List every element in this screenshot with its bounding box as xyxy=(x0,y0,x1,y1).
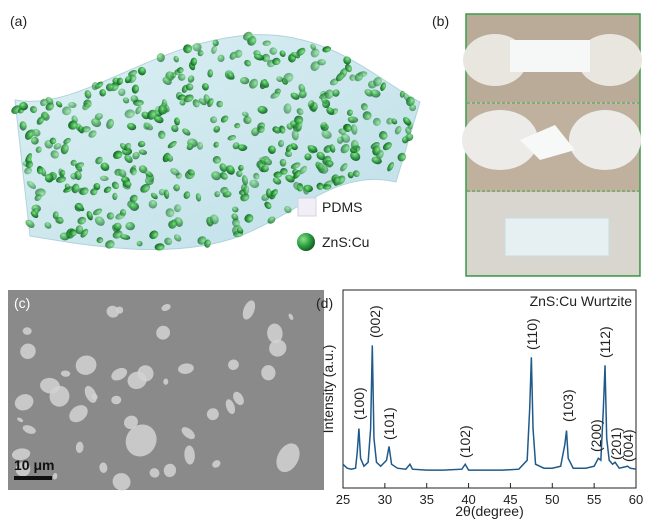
x-axis-label: 2θ(degree) xyxy=(455,503,524,519)
panel-label: (a) xyxy=(10,13,27,29)
peak-label: (002) xyxy=(367,305,383,338)
figure: (a) PDMS ZnS:Cu (b) (c) 10 μm (d) 25 30 35… xyxy=(0,0,646,520)
peak-label: (112) xyxy=(597,326,613,358)
particle-icon xyxy=(297,233,315,251)
x-tick-label: 35 xyxy=(419,492,433,507)
legend-text: ZnS:Cu xyxy=(322,234,369,250)
panel-label: (b) xyxy=(432,13,449,29)
y-axis-label: Intensity (a.u.) xyxy=(320,345,336,434)
peak-label: (101) xyxy=(381,407,397,440)
x-tick-label: 55 xyxy=(587,492,601,507)
x-tick-label: 30 xyxy=(378,492,392,507)
particle xyxy=(213,40,219,47)
peak-label: (103) xyxy=(560,389,576,422)
x-tick-label: 60 xyxy=(629,492,643,507)
x-tick-label: 25 xyxy=(336,492,350,507)
panel-label: (d) xyxy=(316,295,333,311)
legend-text: PDMS xyxy=(322,199,362,215)
panel-label: (c) xyxy=(14,295,30,311)
peak-label: (200) xyxy=(588,419,604,452)
page: {"panels": {"a": "(a)", "b": "(b)", "c":… xyxy=(0,0,646,520)
peak-label: (110) xyxy=(524,318,540,350)
x-tick-label: 50 xyxy=(545,492,559,507)
scale-bar xyxy=(14,476,52,480)
pdms-icon xyxy=(298,198,316,216)
peak-label: (102) xyxy=(457,425,473,458)
photos xyxy=(462,14,642,276)
scale-bar-label: 10 μm xyxy=(14,457,54,473)
annotation: ZnS:Cu Wurtzite xyxy=(530,293,633,309)
peak-label: (100) xyxy=(351,387,367,420)
peak-label: (004) xyxy=(620,429,636,462)
